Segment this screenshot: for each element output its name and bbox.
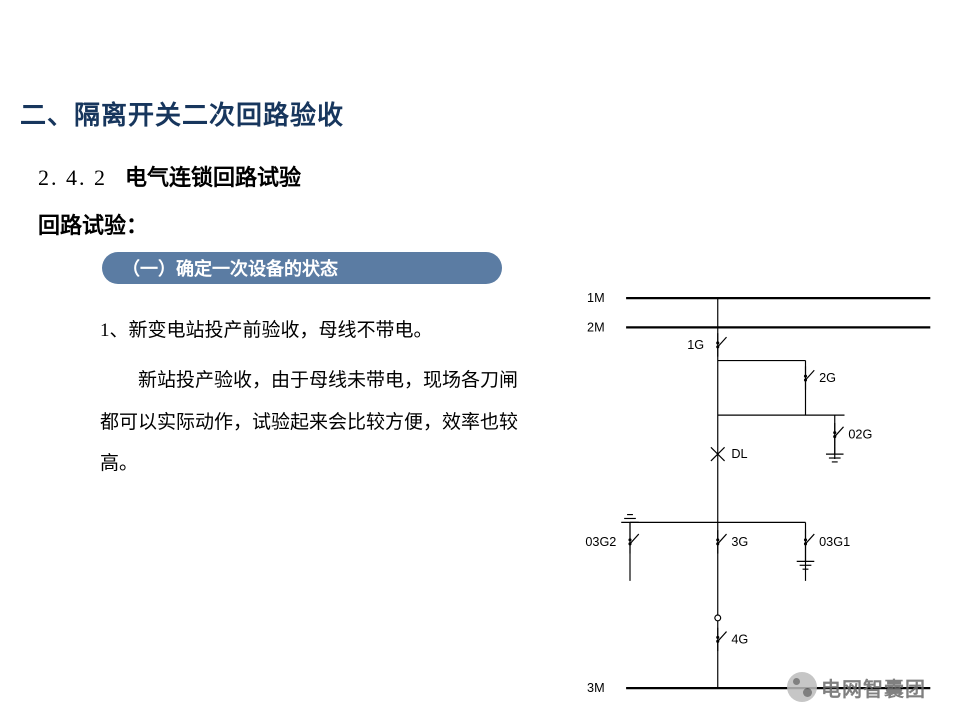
svg-text:2G: 2G [819,371,836,385]
body-text: 1、新变电站投产前验收，母线不带电。 新站投产验收，由于母线未带电，现场各刀闸都… [100,310,520,485]
svg-text:03G1: 03G1 [819,535,850,549]
section-heading-row: 2. 4. 2 电气连锁回路试验 [38,160,301,192]
svg-text:02G: 02G [848,428,872,442]
svg-text:4G: 4G [731,632,748,646]
page-heading: 二、隔离开关二次回路验收 [20,95,344,132]
wechat-icon [787,672,817,702]
svg-text:2M: 2M [587,320,605,334]
step-banner-text: （一）确定一次设备的状态 [122,255,338,281]
sub-heading: 回路试验： [38,208,148,240]
watermark: 电网智囊团 [787,672,926,702]
svg-text:03G2: 03G2 [585,535,616,549]
section-title: 电气连锁回路试验 [125,160,301,192]
section-number: 2. 4. 2 [38,165,107,191]
watermark-text: 电网智囊团 [821,673,926,702]
svg-text:DL: DL [731,447,747,461]
svg-text:3G: 3G [731,535,748,549]
svg-text:1G: 1G [687,338,704,352]
paragraph-1: 1、新变电站投产前验收，母线不带电。 [100,310,520,352]
paragraph-2: 新站投产验收，由于母线未带电，现场各刀闸都可以实际动作，试验起来会比较方便，效率… [100,360,520,485]
step-banner: （一）确定一次设备的状态 [102,252,502,284]
svg-text:3M: 3M [587,681,605,695]
svg-text:1M: 1M [587,291,605,305]
single-line-diagram: 1M 2M 3M 1G 2G 02G DL 3G 03G1 03G2 4G [552,288,942,708]
